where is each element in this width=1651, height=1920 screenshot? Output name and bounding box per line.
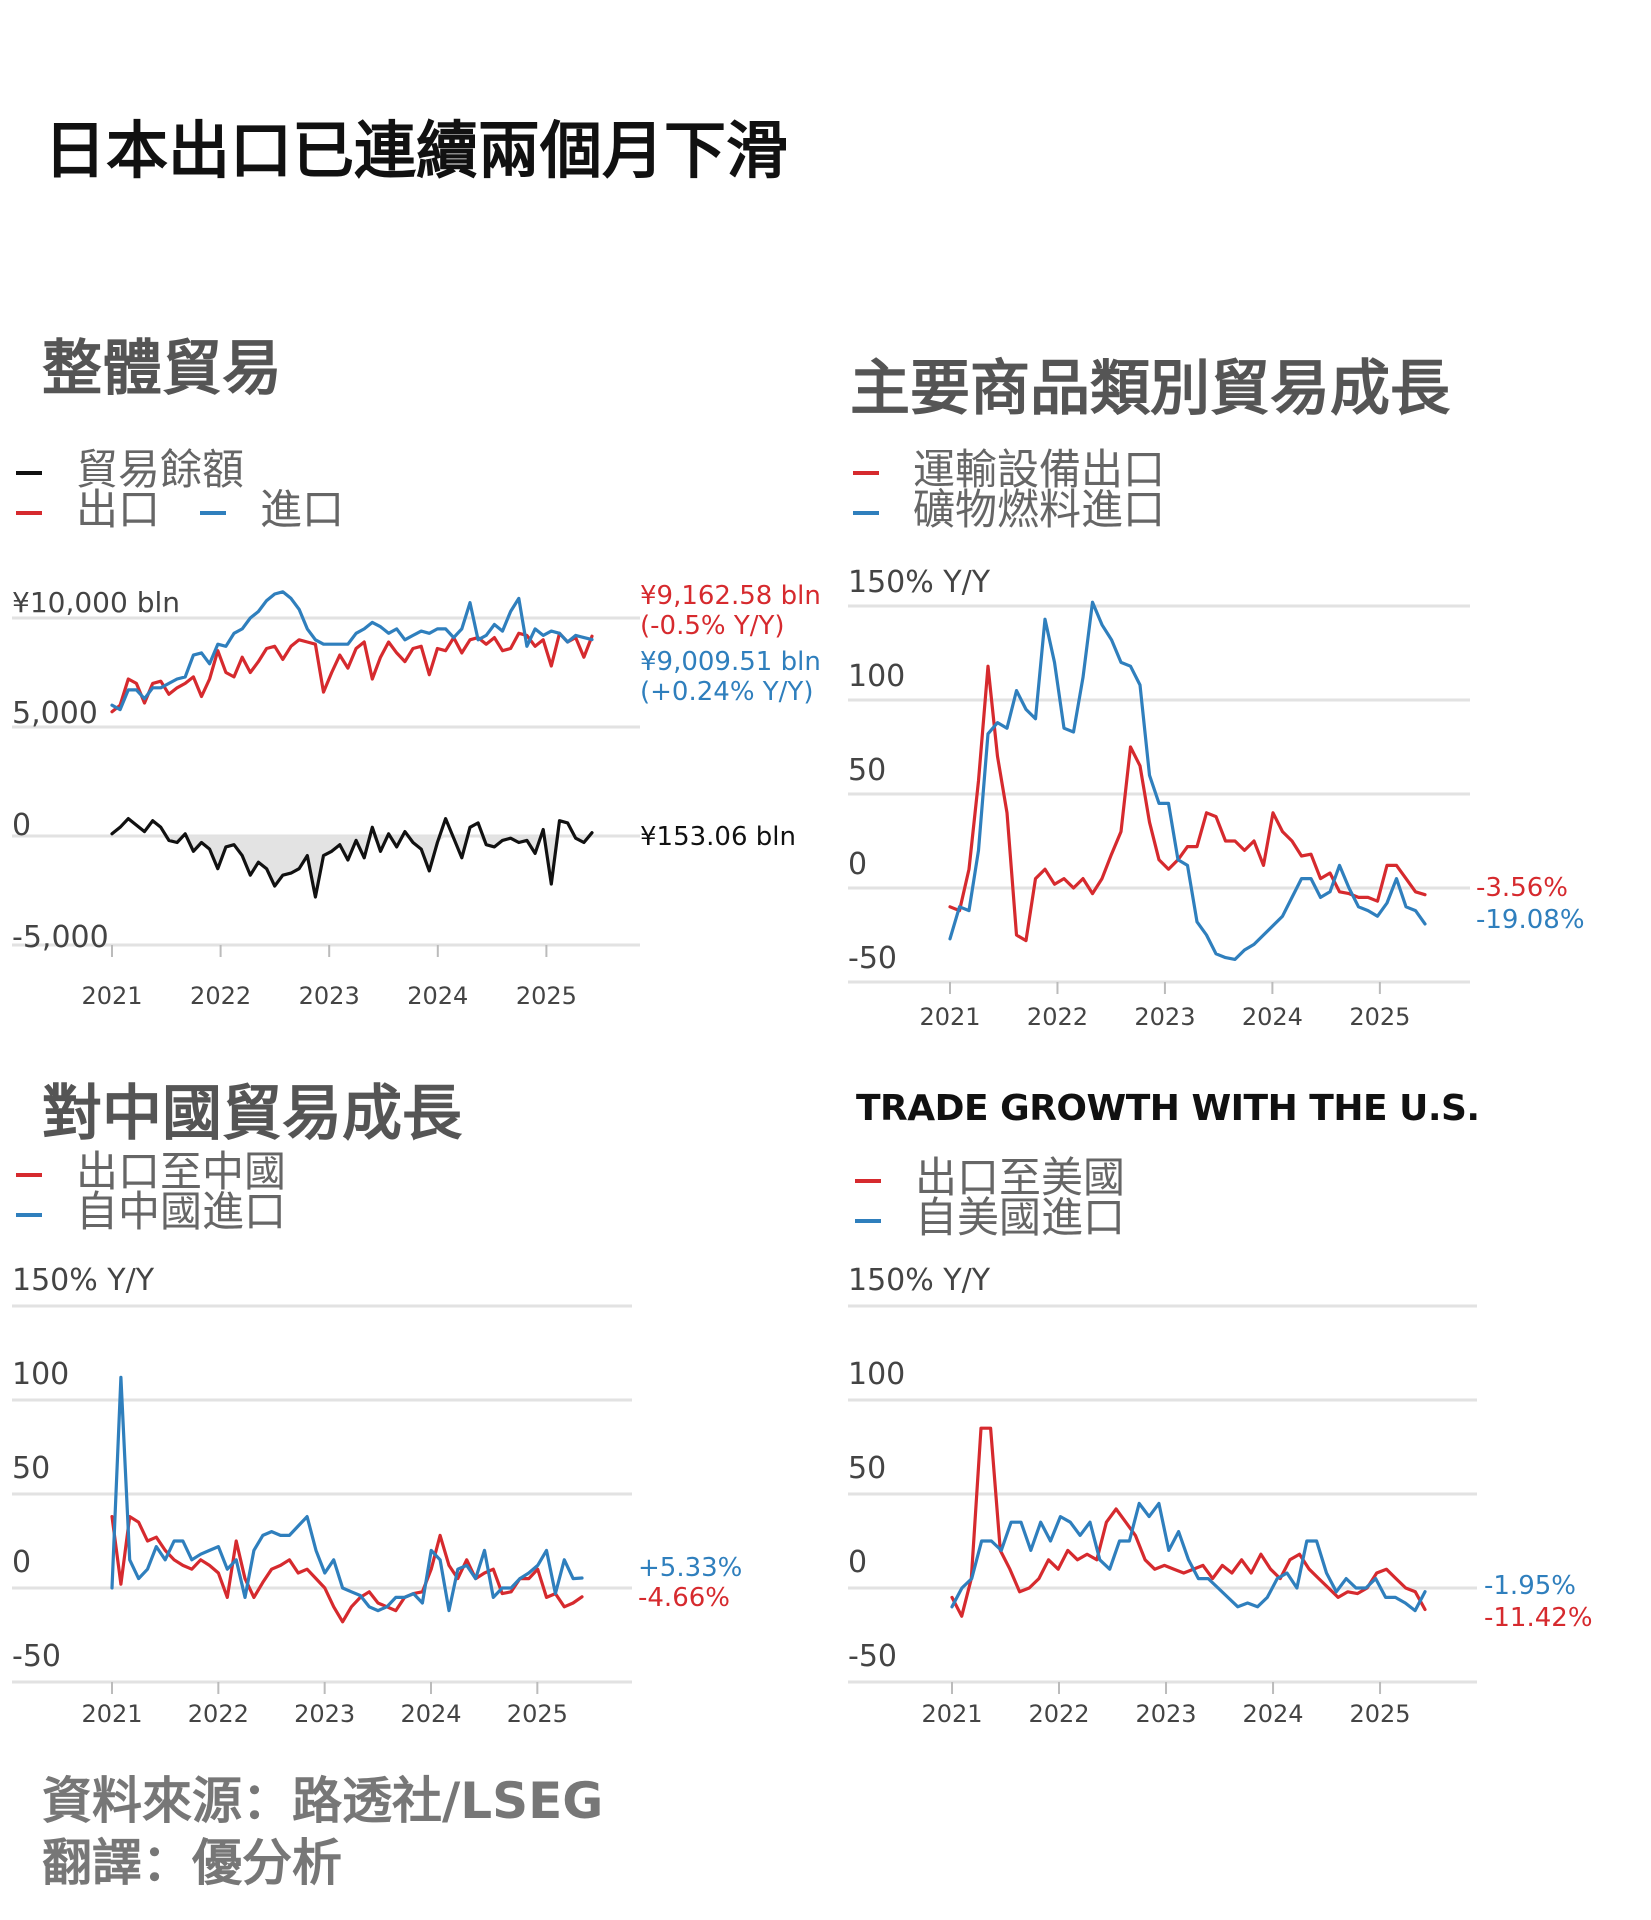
legend-label-exports-china: 出口至中國: [76, 1147, 287, 1196]
ytick-label-150: 150% Y/Y: [12, 1263, 155, 1298]
end-label-fuel: -19.08%: [1476, 905, 1585, 935]
series-line-自中國進口: [110, 1375, 584, 1613]
commodity-legend: 運輸設備出口 礦物燃料進口: [853, 449, 1165, 531]
x-tick-label: 2024: [407, 982, 468, 1010]
end-label-exports-change: (-0.5% Y/Y): [640, 611, 785, 641]
x-tick-label: 2022: [188, 1700, 249, 1728]
legend-swatch-transport: [853, 470, 879, 475]
legend-swatch-exports: [16, 510, 42, 515]
series-line-自美國進口: [950, 1501, 1427, 1613]
x-tick-label: 2024: [1242, 1003, 1303, 1031]
x-tick-label: 2022: [1028, 1700, 1089, 1728]
ytick-label-neg5000: -5,000: [12, 920, 109, 955]
series-line-運輸設備出口: [948, 664, 1427, 943]
ytick-label-neg50: -50: [12, 1639, 61, 1674]
end-label-imports-us: -1.95%: [1484, 1571, 1576, 1601]
plot-area: 2021 2022 2023 2024 2025: [12, 590, 640, 1010]
ytick-label-0: 0: [12, 808, 31, 843]
x-tick-label: 2023: [1135, 1700, 1196, 1728]
series-line-礦物燃料進口: [948, 600, 1427, 961]
series-line-出口至中國: [110, 1515, 584, 1624]
x-tick-label: 2025: [1349, 1003, 1410, 1031]
x-tick-label: 2021: [921, 1700, 982, 1728]
end-label-balance: ¥153.06 bln: [640, 822, 796, 852]
x-tick-label: 2025: [1350, 1700, 1411, 1728]
end-label-transport: -3.56%: [1476, 873, 1568, 903]
overall-legend: 貿易餘額 出口 進口: [16, 449, 344, 531]
legend-label-transport: 運輸設備出口: [913, 445, 1166, 494]
legend-swatch-imports: [200, 510, 227, 515]
end-label-exports-value: ¥9,162.58 bln: [640, 581, 821, 611]
end-label-exports-china: -4.66%: [638, 1583, 730, 1613]
legend-label-imports-china: 自中國進口: [76, 1187, 287, 1236]
x-tick-label: 2024: [1243, 1700, 1304, 1728]
plot-area: 2021 2022 2023 2024 2025: [848, 1304, 1477, 1728]
legend-label-fuel: 礦物燃料進口: [913, 485, 1166, 534]
end-label-exports-us: -11.42%: [1484, 1603, 1593, 1633]
legend-swatch-imports-us: [855, 1218, 881, 1223]
x-tick-label: 2021: [81, 982, 142, 1010]
legend-label-exports-us: 出口至美國: [915, 1153, 1126, 1202]
x-tick-label: 2025: [516, 982, 577, 1010]
legend-swatch-exports-china: [16, 1172, 42, 1177]
us-legend: 出口至美國 自美國進口: [855, 1157, 1125, 1239]
end-label-imports-china: +5.33%: [638, 1553, 742, 1583]
ytick-label-10000: ¥10,000 bln: [12, 586, 180, 619]
plot-area: 2021 2022 2023 2024 2025: [848, 600, 1470, 1031]
legend-label-imports-us: 自美國進口: [915, 1193, 1126, 1242]
translation-line: 翻譯：優分析: [42, 1834, 342, 1892]
ytick-label-150: 150% Y/Y: [848, 565, 991, 600]
legend-swatch-balance: [16, 470, 42, 475]
source-line: 資料來源：路透社/LSEG: [42, 1772, 604, 1830]
overall-title: 整體貿易: [42, 334, 282, 404]
us-title: TRADE GROWTH WITH THE U.S.: [856, 1088, 1480, 1129]
legend-swatch-imports-china: [16, 1212, 42, 1217]
series-line-貿易餘額: [110, 817, 594, 899]
ytick-label-neg50: -50: [848, 1639, 897, 1674]
ytick-label-100: 100: [848, 659, 905, 694]
ytick-label-neg50: -50: [848, 941, 897, 976]
ytick-label-100: 100: [12, 1357, 69, 1392]
legend-label-exports: 出口: [76, 485, 161, 534]
x-tick-label: 2024: [400, 1700, 461, 1728]
end-label-imports-change: (+0.24% Y/Y): [640, 677, 813, 707]
main-title: 日本出口已連續兩個月下滑: [44, 114, 789, 187]
end-label-imports-value: ¥9,009.51 bln: [640, 647, 821, 677]
ytick-label-5000: 5,000: [12, 696, 98, 731]
legend-label-imports: 進口: [260, 485, 345, 534]
series-line-出口: [110, 631, 594, 714]
ytick-label-150: 150% Y/Y: [848, 1263, 991, 1298]
ytick-label-0: 0: [848, 847, 867, 882]
ytick-label-100: 100: [848, 1357, 905, 1392]
x-tick-label: 2021: [81, 1700, 142, 1728]
ytick-label-50: 50: [848, 753, 886, 788]
x-tick-label: 2023: [294, 1700, 355, 1728]
ytick-label-0: 0: [848, 1545, 867, 1580]
x-tick-label: 2023: [299, 982, 360, 1010]
source-note: 資料來源：路透社/LSEG 翻譯：優分析: [42, 1770, 603, 1894]
china-legend: 出口至中國 自中國進口: [16, 1151, 286, 1233]
x-tick-label: 2021: [919, 1003, 980, 1031]
x-tick-label: 2023: [1134, 1003, 1195, 1031]
legend-swatch-exports-us: [855, 1178, 881, 1183]
legend-swatch-fuel: [853, 510, 879, 515]
plot-area: 2021 2022 2023 2024 2025: [12, 1304, 632, 1728]
ytick-label-50: 50: [848, 1451, 886, 1486]
commodity-title: 主要商品類別貿易成長: [850, 354, 1450, 424]
ytick-label-0: 0: [12, 1545, 31, 1580]
ytick-label-50: 50: [12, 1451, 50, 1486]
x-tick-label: 2022: [1027, 1003, 1088, 1031]
x-tick-label: 2025: [507, 1700, 568, 1728]
x-tick-label: 2022: [190, 982, 251, 1010]
china-title: 對中國貿易成長: [42, 1079, 462, 1149]
series-line-進口: [110, 590, 594, 712]
legend-label-balance: 貿易餘額: [76, 445, 245, 494]
series-line-出口至美國: [950, 1426, 1427, 1618]
